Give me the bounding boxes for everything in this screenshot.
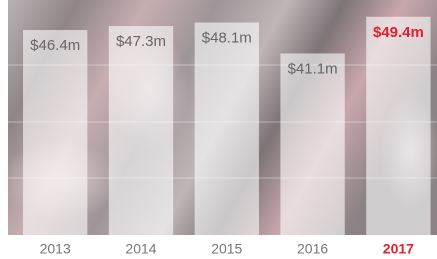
bar — [109, 26, 173, 235]
x-tick-label: 2017 — [383, 241, 414, 257]
value-label: $49.4m — [373, 24, 424, 41]
value-label: $41.1m — [288, 60, 338, 77]
page: $46.4m 2013 $47.3m 2014 $48.1m 2015 $41.1m 2016… — [0, 0, 437, 259]
x-tick-label: 2013 — [40, 241, 71, 257]
chart: $46.4m 2013 $47.3m 2014 $48.1m 2015 $41.1m 2016… — [0, 0, 437, 259]
bar — [280, 53, 344, 235]
x-tick-label: 2014 — [125, 241, 156, 257]
x-tick-label: 2015 — [211, 241, 242, 257]
value-label: $48.1m — [202, 29, 252, 46]
bar — [366, 17, 430, 235]
value-label: $46.4m — [30, 37, 80, 54]
value-label: $47.3m — [116, 33, 166, 50]
x-tick-label: 2016 — [297, 241, 328, 257]
bar — [23, 30, 87, 235]
bar — [195, 23, 259, 235]
